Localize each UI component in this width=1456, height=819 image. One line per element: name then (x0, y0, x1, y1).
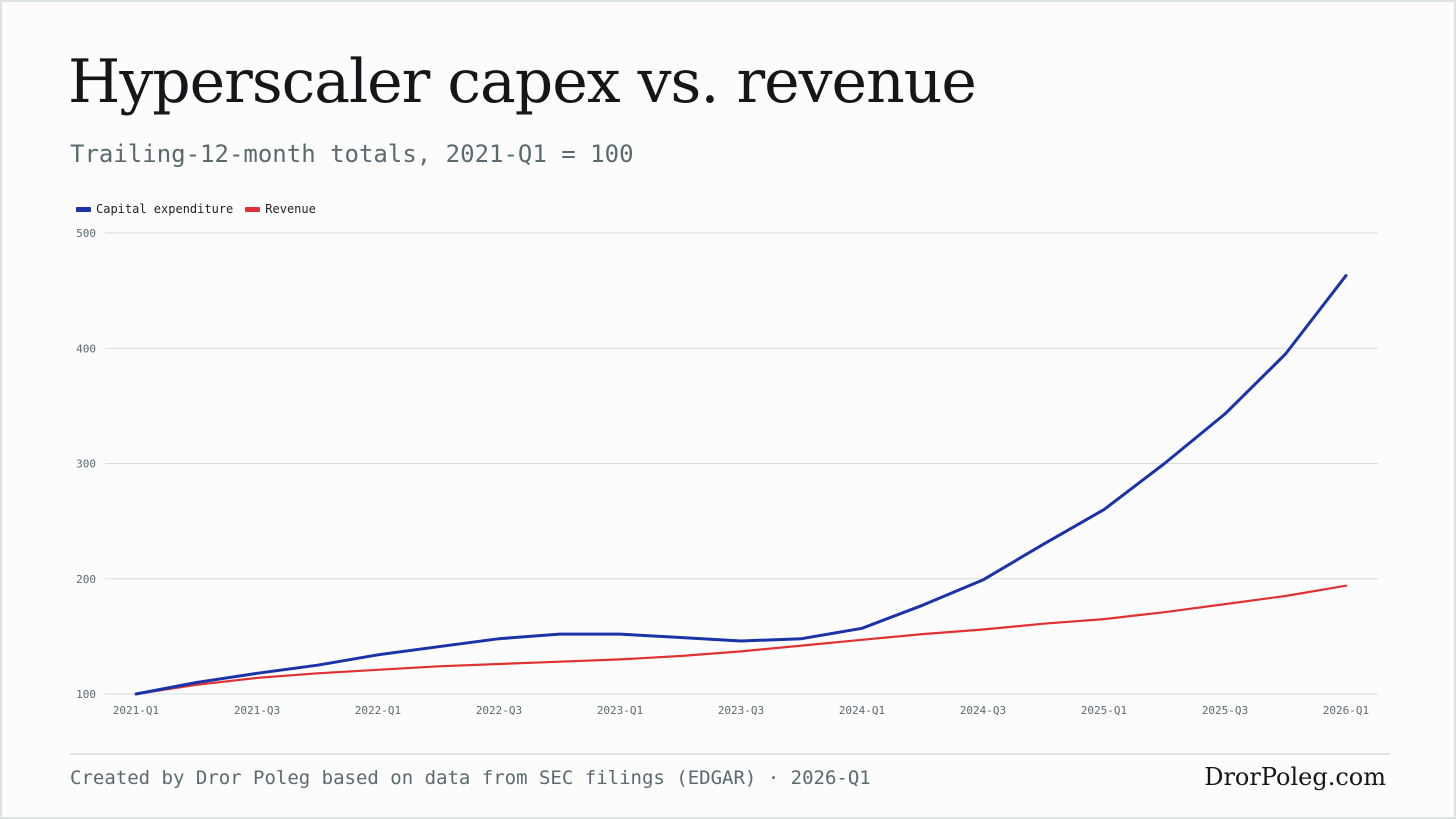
footer-credit: Created by Dror Poleg based on data from… (70, 767, 871, 789)
x-tick-label: 2021-Q3 (234, 704, 280, 717)
chart-title: Hyperscaler capex vs. revenue (68, 47, 977, 117)
chart-legend: Capital expenditure Revenue (76, 202, 328, 216)
series-line-revenue (134, 584, 1348, 696)
x-tick-label: 2025-Q1 (1081, 704, 1127, 717)
footer-divider (70, 753, 1390, 755)
x-tick-label: 2022-Q1 (355, 704, 401, 717)
x-tick-label: 2021-Q1 (113, 704, 159, 717)
y-tick-label: 100 (76, 688, 96, 701)
chart-subtitle: Trailing-12-month totals, 2021-Q1 = 100 (70, 140, 634, 168)
legend-label-capex: Capital expenditure (96, 202, 234, 216)
x-tick-label: 2022-Q3 (476, 704, 522, 717)
x-tick-label: 2026-Q1 (1323, 704, 1369, 717)
legend-item-capex: Capital expenditure (76, 202, 233, 216)
y-tick-label: 200 (76, 573, 96, 586)
legend-swatch-capex (76, 206, 91, 212)
y-tick-label: 300 (76, 458, 96, 471)
x-tick-label: 2024-Q1 (839, 704, 885, 717)
footer-brand: DrorPoleg.com (1204, 763, 1386, 791)
x-tick-label: 2025-Q3 (1202, 704, 1248, 717)
y-tick-label: 400 (76, 342, 96, 355)
x-tick-label: 2024-Q3 (960, 704, 1006, 717)
legend-item-revenue: Revenue (245, 202, 316, 216)
series-line-capital-expenditure (134, 274, 1348, 696)
legend-label-revenue: Revenue (265, 202, 316, 216)
x-tick-label: 2023-Q1 (597, 704, 643, 717)
x-tick-label: 2023-Q3 (718, 704, 764, 717)
y-tick-label: 500 (76, 227, 96, 240)
legend-swatch-revenue (245, 206, 261, 212)
